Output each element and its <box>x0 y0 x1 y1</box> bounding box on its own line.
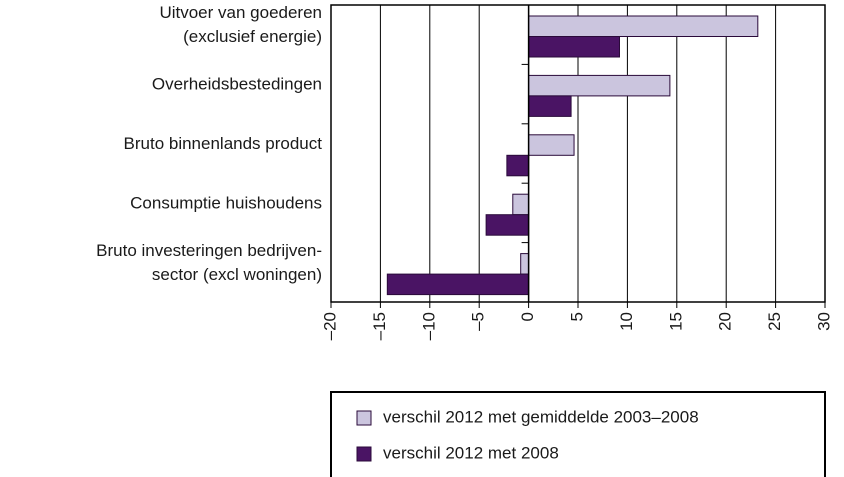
x-tick-label: –5 <box>469 312 488 331</box>
bar <box>512 193 530 216</box>
x-tick-label: –15 <box>370 312 389 340</box>
legend-label: verschil 2012 met gemiddelde 2003–2008 <box>383 407 699 426</box>
category-label: (exclusief energie) <box>183 27 322 46</box>
bar <box>386 273 530 296</box>
bar <box>485 214 530 236</box>
x-tick-label: 0 <box>518 312 537 321</box>
legend-box <box>330 391 826 477</box>
plot-frame <box>330 4 826 303</box>
legend-swatch <box>356 410 372 426</box>
category-label: sector (excl woningen) <box>152 265 322 284</box>
bar <box>506 154 530 177</box>
x-tick-label: 25 <box>765 312 784 331</box>
bar <box>528 95 572 117</box>
bar <box>520 253 530 275</box>
bar <box>528 15 759 37</box>
x-tick-label: –20 <box>320 312 339 340</box>
category-label: Consumptie huishoudens <box>130 193 322 212</box>
x-tick-label: 30 <box>814 312 833 331</box>
x-tick-label: 20 <box>716 312 735 331</box>
category-label: Overheidsbestedingen <box>152 75 322 94</box>
x-tick-label: –10 <box>419 312 438 340</box>
bar <box>528 36 620 58</box>
category-label: Uitvoer van goederen <box>159 3 322 22</box>
x-tick-label: 10 <box>617 312 636 331</box>
bar <box>528 134 575 156</box>
x-tick-label: 15 <box>666 312 685 331</box>
category-label: Bruto investeringen bedrijven- <box>96 241 322 260</box>
x-tick-label: 5 <box>567 312 586 321</box>
legend-swatch <box>356 446 372 462</box>
bar <box>528 74 671 97</box>
category-label: Bruto binnenlands product <box>124 134 323 153</box>
legend-label: verschil 2012 met 2008 <box>383 443 559 462</box>
